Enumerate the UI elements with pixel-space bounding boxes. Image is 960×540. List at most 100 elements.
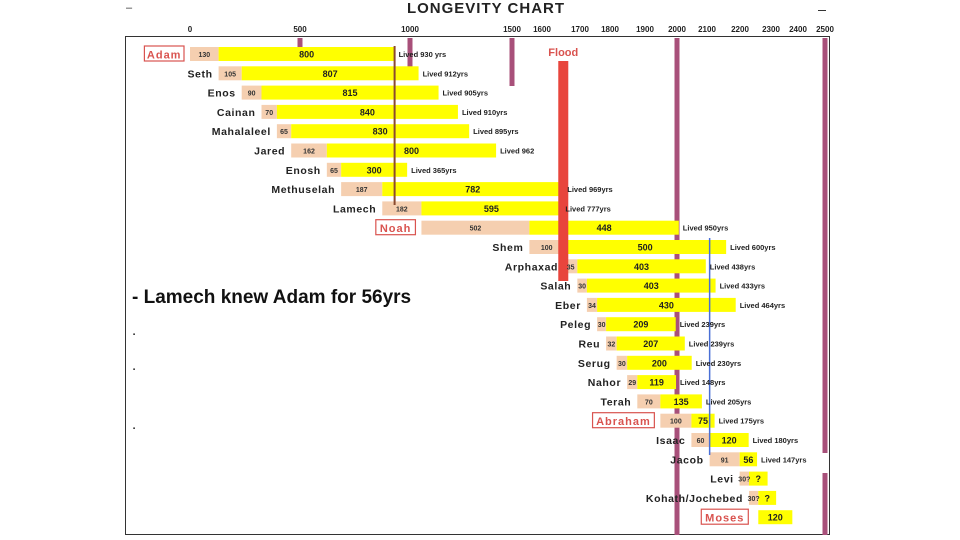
life-label-1: 807: [323, 69, 338, 79]
bar-pre-22: [739, 471, 749, 486]
lived-label-3: Lived 910yrs: [462, 108, 507, 117]
life-label-18: 135: [674, 397, 689, 407]
life-label-2: 815: [343, 88, 358, 98]
pre-label-22: 30?: [738, 477, 750, 484]
lived-label-16: Lived 230yrs: [696, 359, 741, 368]
bar-life-24: [758, 510, 793, 525]
note-lamech-adam: - Lamech knew Adam for 56yrs: [132, 287, 412, 308]
pre-label-10: 100: [541, 245, 553, 252]
pre-label-15: 32: [607, 342, 615, 349]
name-label-20: Isaac: [656, 435, 685, 447]
tick-label-500: 500: [293, 25, 307, 34]
bar-pre-6: [326, 162, 342, 177]
bar-life-23: [758, 490, 777, 505]
lived-label-20: Lived 180yrs: [753, 436, 798, 445]
lived-label-19: Lived 175yrs: [719, 417, 764, 426]
name-label-21: Jacob: [670, 454, 703, 466]
life-label-22: ?: [756, 474, 762, 484]
bar-life-11: [577, 259, 706, 274]
guide-line-500: [297, 38, 303, 50]
dash-mark-right: [818, 10, 826, 11]
lived-label-9: Lived 950yrs: [683, 224, 728, 233]
name-label-17: Nahor: [588, 377, 621, 389]
bar-pre-2: [241, 85, 262, 100]
life-label-24: 120: [768, 513, 783, 523]
bar-life-10: [564, 240, 727, 254]
pre-label-23: 30?: [748, 496, 760, 503]
name-label-24: Moses: [705, 513, 744, 525]
note-dot-1: .: [132, 322, 137, 339]
name-label-11: Arphaxad: [505, 261, 558, 273]
tick-label-2000: 2000: [668, 25, 686, 34]
bar-life-8: [421, 201, 562, 216]
life-label-11: 403: [634, 262, 649, 272]
lived-label-0: Lived 930 yrs: [399, 50, 447, 59]
life-label-4: 830: [373, 127, 388, 137]
pre-label-19: 100: [670, 419, 682, 426]
life-label-6: 300: [367, 165, 382, 175]
bar-life-15: [616, 336, 685, 351]
bar-pre-13: [586, 297, 598, 312]
bar-pre-20: [691, 433, 710, 447]
name-label-1: Seth: [187, 68, 212, 80]
life-label-17: 119: [649, 378, 664, 388]
tick-label-2400: 2400: [789, 25, 807, 34]
guide-line-2500: [822, 38, 828, 453]
name-label-9: Noah: [380, 223, 412, 235]
pre-label-18: 70: [645, 399, 653, 406]
bar-pre-7: [341, 182, 383, 197]
tick-label-1900: 1900: [636, 25, 654, 34]
lived-label-14: Lived 239yrs: [680, 320, 725, 329]
lived-label-11: Lived 438yrs: [710, 262, 755, 271]
pre-label-8: 182: [396, 206, 408, 213]
bar-life-13: [597, 297, 736, 312]
lived-label-18: Lived 205yrs: [706, 397, 751, 406]
lived-label-7: Lived 969yrs: [567, 185, 612, 194]
bar-life-22: [748, 471, 768, 486]
lived-label-21: Lived 147yrs: [761, 455, 806, 464]
bar-life-20: [709, 433, 749, 447]
pre-label-21: 91: [721, 457, 729, 464]
name-box-0: [143, 45, 185, 62]
notes-panel: - Lamech knew Adam for 56yrs . . .: [132, 287, 462, 433]
bar-pre-1: [218, 66, 242, 81]
life-label-5: 800: [404, 146, 419, 156]
name-label-14: Peleg: [560, 319, 591, 331]
life-label-23: ?: [764, 493, 770, 503]
name-label-7: Methuselah: [271, 184, 335, 196]
bar-pre-4: [276, 124, 292, 139]
bar-pre-9: [421, 220, 530, 235]
bar-pre-19: [660, 413, 692, 428]
name-label-10: Shem: [492, 242, 523, 254]
note-dot-3: .: [132, 416, 137, 433]
lived-label-1: Lived 912yrs: [423, 69, 468, 78]
chart-title: LONGEVITY CHART: [406, 0, 566, 17]
bar-pre-8: [382, 201, 422, 216]
bar-pre-14: [597, 317, 607, 332]
name-label-15: Reu: [578, 339, 600, 351]
name-label-6: Enosh: [286, 165, 321, 177]
dash-mark-left: –: [126, 2, 133, 14]
name-label-19: Abraham: [596, 416, 651, 428]
pre-label-16: 30: [618, 361, 626, 368]
tick-label-2300: 2300: [762, 25, 780, 34]
pre-label-1: 105: [224, 71, 236, 78]
lived-label-6: Lived 365yrs: [411, 166, 456, 175]
life-label-8: 595: [484, 204, 499, 214]
bar-life-4: [291, 124, 470, 139]
pre-label-6: 65: [330, 168, 338, 175]
tick-label-1800: 1800: [601, 25, 619, 34]
bar-life-19: [691, 413, 715, 428]
guide-line-2500-lower: [822, 473, 828, 535]
life-label-3: 840: [360, 107, 375, 117]
name-label-16: Serug: [578, 358, 611, 370]
bar-pre-18: [637, 394, 661, 409]
lived-label-2: Lived 905yrs: [443, 89, 488, 98]
pre-label-11: 35: [567, 264, 575, 271]
tick-label-1700: 1700: [571, 25, 589, 34]
pre-label-4: 65: [280, 129, 288, 136]
life-label-14: 209: [633, 320, 648, 330]
name-label-8: Lamech: [333, 203, 376, 215]
chart-frame: [125, 36, 830, 535]
lived-label-12: Lived 433yrs: [720, 282, 765, 291]
